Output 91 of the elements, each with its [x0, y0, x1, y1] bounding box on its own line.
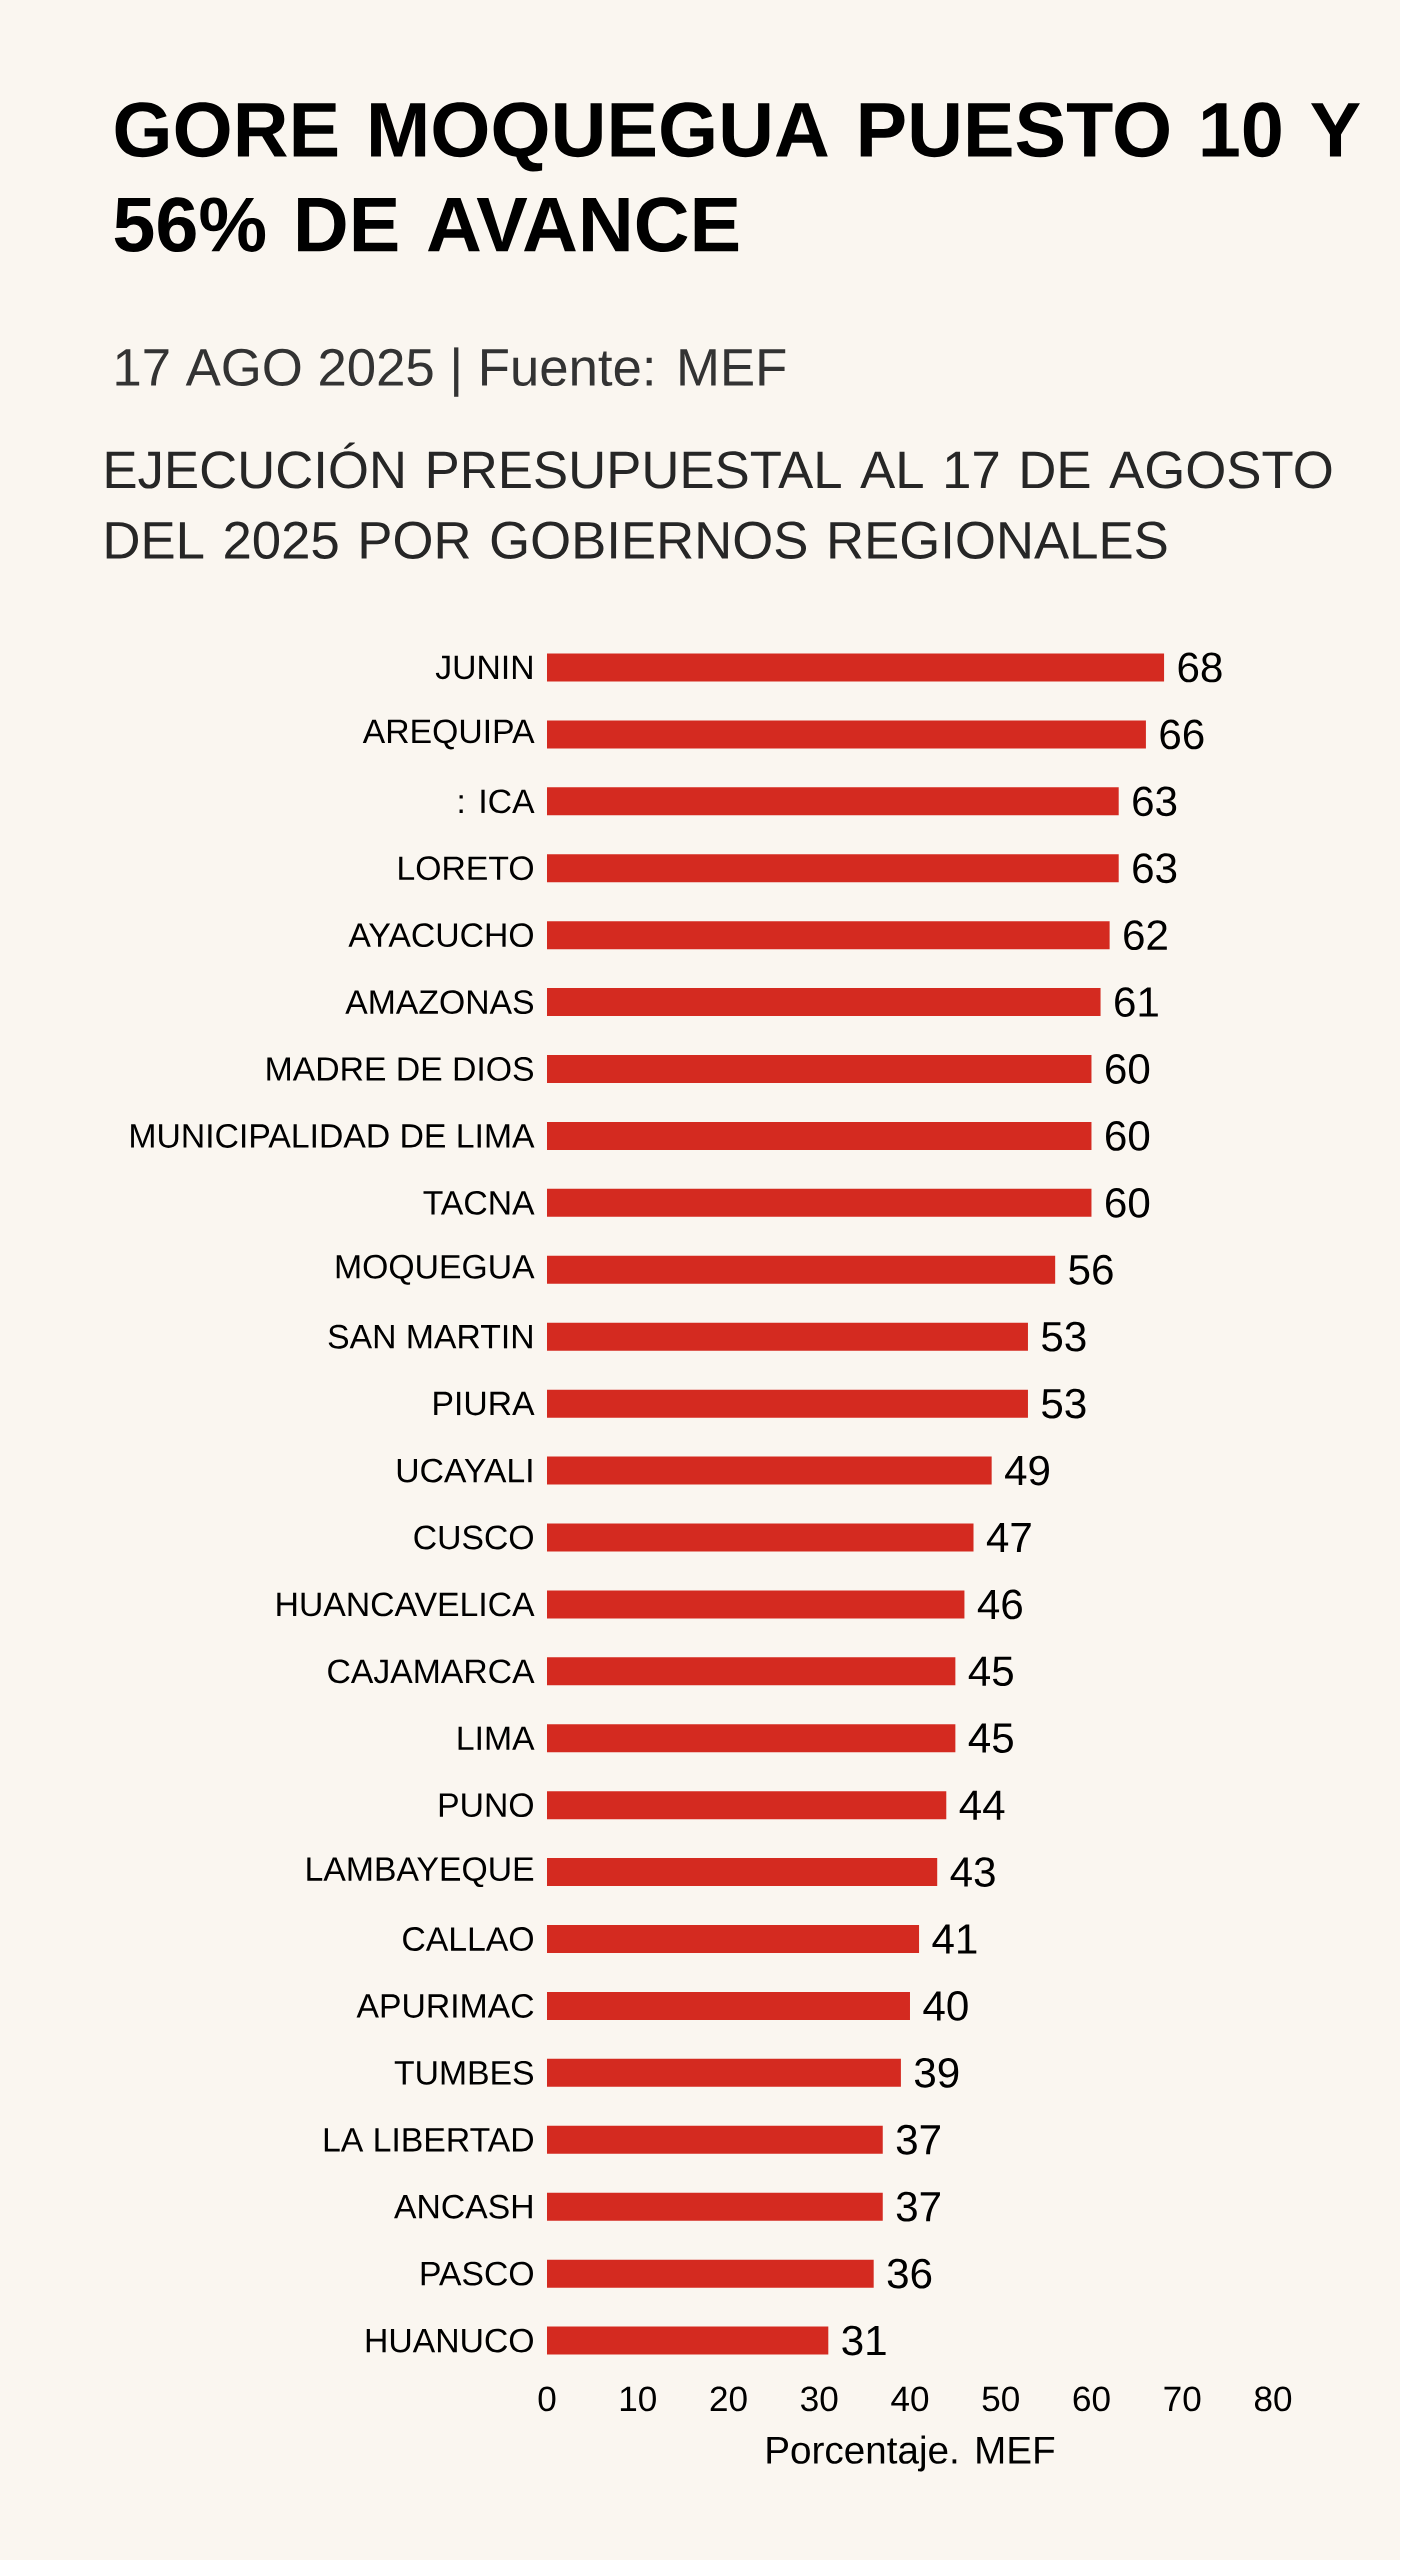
y-tick-label: AREQUIPA [362, 719, 535, 750]
y-tick-label: AYACUCHO [348, 923, 533, 948]
bar [546, 2326, 829, 2355]
bar [546, 1858, 938, 1887]
bar [546, 787, 1119, 816]
bar [546, 988, 1101, 1017]
data-label: 40 [923, 1991, 968, 2021]
y-tick-label: TUMBES [394, 2060, 533, 2085]
y-tick-label: LAMBAYEQUE [307, 1857, 534, 1888]
x-tick-label: 70 [1164, 2386, 1201, 2412]
bar [546, 1791, 947, 1820]
bar [546, 854, 1119, 883]
bar [546, 1188, 1092, 1217]
chart-subtitle: EJECUCIÓN PRESUPUESTAL AL 17 DE AGOSTO DEL 2025 POR GOBIERNOS REGIONALES [106, 442, 1332, 559]
data-label: 60 [1105, 1054, 1150, 1084]
data-label: 61 [1115, 987, 1158, 1017]
data-label: 60 [1105, 1121, 1150, 1151]
x-tick-label: 50 [982, 2386, 1019, 2412]
data-label: 46 [977, 1589, 1022, 1620]
data-label: 45 [968, 1723, 1013, 1753]
y-tick-label: CAJAMARCA [328, 1659, 535, 1684]
y-tick-label: MOQUEGUA [336, 1254, 535, 1285]
y-tick-label: ANCASH [393, 2194, 532, 2219]
bar [546, 1055, 1092, 1084]
x-tick-label: 80 [1254, 2386, 1292, 2412]
y-tick-label: UCAYALI [397, 1458, 532, 1483]
y-tick-label: HUANUCO [366, 2328, 533, 2353]
bar [546, 1121, 1092, 1150]
data-label: 68 [1178, 652, 1222, 683]
data-label: 36 [887, 2258, 932, 2289]
bar [546, 653, 1164, 682]
y-tick-label: CALLAO [403, 1927, 533, 1951]
x-tick-label: 40 [891, 2386, 929, 2412]
y-tick-label: LIMA [458, 1726, 535, 1750]
data-label: 63 [1133, 786, 1177, 817]
data-label: 44 [959, 1790, 1005, 1820]
bar [546, 2058, 901, 2087]
x-tick-label: 60 [1073, 2386, 1110, 2412]
y-tick-label: APURIMAC [356, 1994, 534, 2018]
bar [546, 720, 1146, 749]
bar [546, 1255, 1056, 1284]
bar [546, 1456, 992, 1485]
y-tick-label: MADRE DE DIOS [267, 1057, 533, 1081]
data-label: 63 [1133, 853, 1177, 884]
data-label: 39 [914, 2057, 959, 2088]
bar [546, 921, 1110, 950]
y-tick-label: PIURA [434, 1391, 535, 1416]
data-label: 37 [896, 2191, 940, 2222]
chart-title: GORE MOQUEGUA PUESTO 10 Y 56% DE AVANCE [114, 102, 1360, 253]
bar [546, 1724, 956, 1753]
y-tick-label: LA LIBERTAD [324, 2128, 533, 2152]
data-label: 37 [896, 2124, 940, 2155]
x-tick-label: 0 [538, 2386, 556, 2412]
text: 17 AGO 2025 | Fuente: MEF [116, 347, 786, 397]
data-label: 31 [842, 2325, 886, 2356]
bar [546, 1523, 974, 1552]
bar [546, 1657, 956, 1686]
data-label: 60 [1105, 1187, 1150, 1218]
y-tick-label: CUSCO [414, 1525, 533, 1550]
y-tick-label: MUNICIPALIDAD DE LIMA [131, 1124, 535, 1148]
data-label: 41 [932, 1924, 977, 1954]
y-tick-label: TACNA [423, 1190, 535, 1215]
data-label: 56 [1069, 1254, 1113, 1285]
x-tick-label: 10 [620, 2386, 656, 2412]
bar [546, 1925, 919, 1954]
x-tick-label: 20 [710, 2386, 747, 2412]
x-tick-label: 30 [800, 2386, 838, 2412]
y-tick-label: AMAZONAS [345, 990, 533, 1015]
data-label: 49 [1005, 1455, 1049, 1486]
data-label: 45 [968, 1656, 1013, 1687]
bar [546, 1389, 1028, 1418]
data-label: 66 [1160, 719, 1204, 750]
data-label: 47 [986, 1522, 1031, 1552]
y-tick-label: SAN MARTIN [328, 1324, 532, 1349]
bar [546, 1590, 965, 1619]
y-tick-label: : ICA [459, 789, 535, 814]
y-tick-label: PASCO [421, 2261, 533, 2286]
y-tick-label: LORETO [399, 856, 533, 881]
bar [546, 1322, 1028, 1351]
data-label: 53 [1042, 1321, 1086, 1352]
bar [546, 2192, 883, 2221]
y-tick-label: JUNIN [435, 655, 532, 680]
bar [546, 2125, 883, 2154]
y-tick-label: HUANCAVELICA [277, 1592, 535, 1617]
y-tick-label: PUNO [439, 1793, 533, 1818]
bar [546, 2259, 874, 2288]
data-label: 53 [1042, 1388, 1086, 1419]
x-axis-title: Porcentaje. MEF [767, 2435, 1055, 2472]
data-label: 43 [950, 1857, 995, 1887]
data-label: 62 [1124, 920, 1167, 951]
bar [546, 1991, 910, 2020]
